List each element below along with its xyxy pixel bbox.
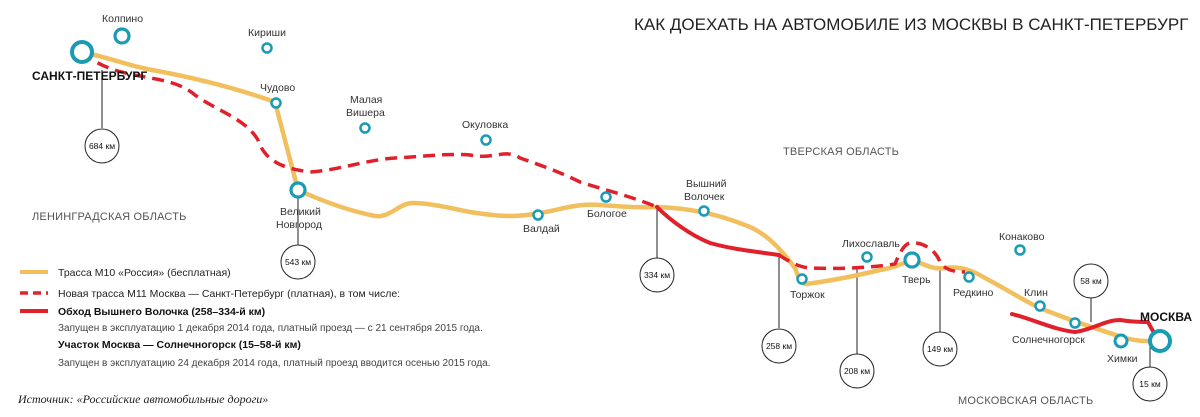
city-marker-moscow (1148, 329, 1172, 353)
city-label-valday: Валдай (523, 223, 560, 235)
legend-bypass-title: Обход Вышнего Волочка (258–334-й км) (58, 306, 265, 318)
distance-badge-684 (84, 128, 120, 164)
city-marker-konakovo (1014, 244, 1026, 256)
city-marker-spb (70, 40, 94, 64)
distance-label-334: 334 км (644, 270, 670, 280)
distance-label-543: 543 км (285, 257, 311, 267)
city-label-solnechnogorsk: Солнечногорск (1012, 334, 1085, 346)
city-label-kolpino: Колпино (102, 13, 143, 25)
city-marker-okulovka (480, 134, 492, 146)
city-label-klin: Клин (1024, 287, 1048, 299)
city-label-kirishi: Кириши (248, 27, 286, 39)
city-label-redkino: Редкино (953, 287, 994, 299)
distance-badge-149 (922, 331, 958, 367)
city-label-vvolochek-2: Волочек (684, 191, 725, 203)
city-label-vnovgorod-1: Великий (280, 206, 321, 218)
city-marker-torzhok (796, 273, 808, 285)
city-marker-chudovo (270, 97, 282, 109)
distance-label-684: 684 км (89, 141, 115, 151)
region-leningrad: ЛЕНИНГРАДСКАЯ ОБЛАСТЬ (32, 211, 187, 223)
city-label-vvolochek-1: Вышний (686, 178, 727, 190)
legend-section-title: Участок Москва — Солнечногорск (15–58-й … (58, 339, 301, 351)
city-label-malaya-vishera: Малая Вишера (346, 94, 385, 119)
legend-label-m10: Трасса М10 «Россия» (бесплатная) (58, 267, 231, 279)
region-tver: ТВЕРСКАЯ ОБЛАСТЬ (783, 146, 899, 158)
city-marker-malaya-vishera (359, 122, 371, 134)
city-label-chudovo: Чудово (260, 82, 295, 94)
distance-badges (84, 128, 1168, 402)
city-marker-vvolochek (698, 205, 710, 217)
city-marker-likhoslavl (861, 251, 873, 263)
distance-badge-334 (639, 257, 675, 293)
distance-label-15: 15 км (1139, 379, 1161, 389)
city-label-tver: Тверь (902, 274, 931, 286)
city-marker-bologoe (600, 191, 612, 203)
city-label-torzhok: Торжок (790, 289, 825, 301)
distance-badge-258 (761, 328, 797, 364)
distance-badge-58 (1073, 263, 1109, 299)
distance-badge-543 (280, 244, 316, 280)
city-label-bologoe: Бологое (587, 208, 627, 220)
region-moscow: МОСКОВСКАЯ ОБЛАСТЬ (958, 395, 1093, 407)
legend: Трасса М10 «Россия» (бесплатная) Новая т… (20, 267, 491, 369)
distance-label-258: 258 км (766, 341, 792, 351)
distance-label-58: 58 км (1080, 276, 1102, 286)
city-marker-tver (903, 251, 921, 269)
road-m11-moscow-section (1010, 312, 1162, 343)
distance-label-208: 208 км (844, 366, 870, 376)
city-label-vnovgorod: Великий Новгород (276, 206, 324, 231)
legend-section-note: Запущен в эксплуатацию 24 декабря 2014 г… (58, 357, 491, 369)
distance-leaders (101, 70, 1151, 368)
city-marker-vnovgorod (289, 181, 307, 199)
city-marker-valday (532, 209, 544, 221)
legend-label-m11: Новая трасса М11 Москва — Санкт-Петербур… (58, 288, 400, 300)
distance-label-149: 149 км (927, 344, 953, 354)
map-title: КАК ДОЕХАТЬ НА АВТОМОБИЛЕ ИЗ МОСКВЫ В СА… (634, 15, 1188, 34)
city-marker-kirishi (261, 42, 273, 54)
city-label-malaya-vishera-2: Вишера (346, 107, 385, 119)
road-m10 (79, 49, 1163, 344)
city-marker-solnechnogorsk (1069, 317, 1081, 329)
city-marker-redkino (963, 271, 975, 283)
city-label-vnovgorod-2: Новгород (276, 219, 322, 231)
distance-badge-208 (839, 353, 875, 389)
source-note: Источник: «Российские автомобильные доро… (17, 392, 268, 406)
legend-bypass-note: Запущен в эксплуатацию 1 декабря 2014 го… (58, 322, 483, 334)
small-city-markers (261, 42, 1081, 329)
city-label-likhoslavl: Лихославль (842, 238, 900, 250)
city-label-khimki: Химки (1107, 353, 1138, 365)
city-label-okulovka: Окуловка (462, 119, 508, 131)
city-marker-khimki (1113, 333, 1129, 349)
city-label-malaya-vishera-1: Малая (350, 94, 382, 106)
road-m11 (80, 50, 658, 209)
road-m11-bypass (655, 205, 781, 257)
city-label-konakovo: Конаково (999, 231, 1045, 243)
distance-badge-15 (1132, 366, 1168, 402)
city-label-vvolochek: Вышний Волочек (684, 178, 729, 203)
city-marker-klin (1034, 300, 1046, 312)
city-label-moscow: МОСКВА (1140, 310, 1192, 324)
city-marker-kolpino (113, 27, 131, 45)
city-label-spb: САНКТ-ПЕТЕРБУРГ (32, 69, 147, 83)
